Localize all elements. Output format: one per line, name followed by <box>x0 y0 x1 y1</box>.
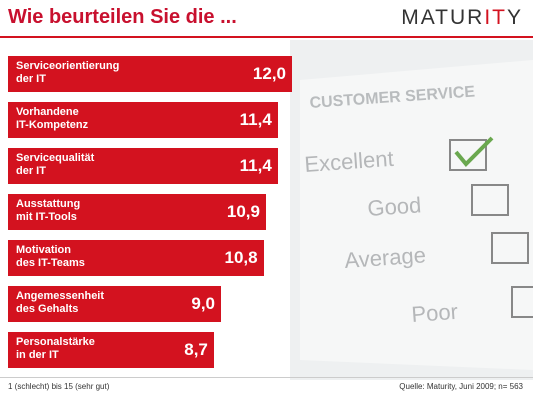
bar <box>8 56 292 92</box>
chart-title: Wie beurteilen Sie die ... <box>8 6 237 28</box>
bar <box>8 332 214 368</box>
footer-rule <box>0 377 533 378</box>
category-label: Motivation des IT-Teams <box>16 244 85 269</box>
value-label: 11,4 <box>239 156 272 175</box>
form-option: Excellent <box>304 146 395 177</box>
category-label: Angemessenheit des Gehalts <box>16 290 105 315</box>
bar <box>8 148 278 184</box>
scale-note: 1 (schlecht) bis 15 (sehr gut) <box>8 382 110 391</box>
form-option: Average <box>344 242 427 273</box>
bar <box>8 102 278 138</box>
category-label: Servicequalität der IT <box>16 152 95 177</box>
category-label: Ausstattung mit IT-Tools <box>16 198 81 223</box>
form-option: Good <box>367 192 422 221</box>
logo-part: IT <box>484 6 507 29</box>
value-label: 9,0 <box>191 294 215 313</box>
title-rule <box>0 36 533 38</box>
value-label: 11,4 <box>239 110 272 129</box>
form-option: Poor <box>411 299 459 327</box>
value-label: 8,7 <box>184 340 208 359</box>
value-label: 10,8 <box>224 248 258 267</box>
logo-part: MATUR <box>401 6 485 29</box>
value-label: 10,9 <box>226 202 260 221</box>
bar <box>8 240 264 276</box>
source: Quelle: Maturity, Juni 2009; n= 563 <box>399 382 523 391</box>
bar <box>8 286 221 322</box>
bar <box>8 194 266 230</box>
category-label: Personalstärke in der IT <box>16 336 95 361</box>
logo: MATURITY <box>401 6 523 30</box>
value-label: 12,0 <box>252 64 286 83</box>
logo-part: Y <box>506 6 523 29</box>
category-label: Vorhandene IT-Kompetenz <box>16 106 89 131</box>
category-label: Serviceorientierung der IT <box>16 60 120 85</box>
